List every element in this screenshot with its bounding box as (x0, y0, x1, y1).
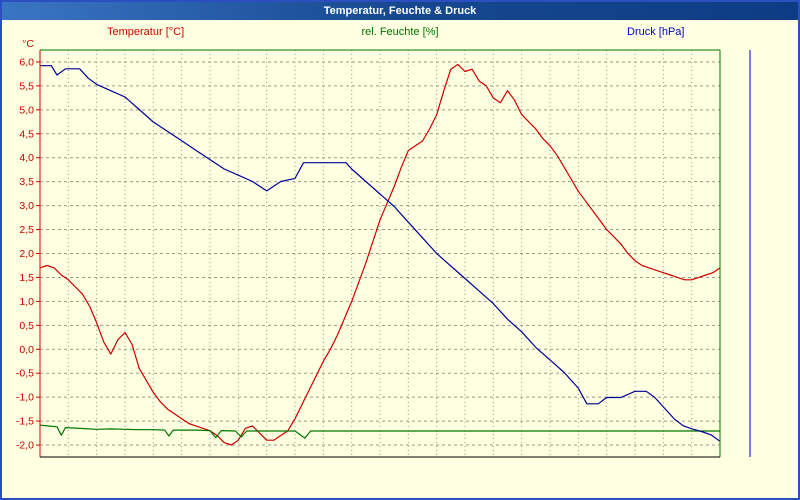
temperature-axis: 6,0 5,5 5,0 4,5 4,0 3,5 3,0 2,5 2,0 1,5 1,0 0,5 0,0 -… (16, 40, 40, 452)
svg-text:5,0: 5,0 (19, 104, 34, 116)
svg-text:3,5: 3,5 (19, 176, 34, 188)
svg-text:1,5: 1,5 (19, 272, 34, 284)
window-title: Temperatur, Feuchte & Druck (323, 5, 477, 17)
svg-text:1,0: 1,0 (19, 296, 34, 308)
svg-text:-2,0: -2,0 (16, 440, 34, 452)
svg-text:5,5: 5,5 (19, 80, 34, 92)
svg-text:-1,0: -1,0 (16, 392, 34, 404)
humidity-line (39, 424, 720, 439)
chart-canvas: 6,0 5,5 5,0 4,5 4,0 3,5 3,0 2,5 2,0 1,5 1,0 0,5 0,0 -… (16, 40, 751, 458)
pressure-axis-title: Druck [hPa] (627, 26, 685, 38)
svg-text:4,0: 4,0 (19, 152, 34, 164)
humidity-axis-title: rel. Feuchte [%] (361, 26, 439, 38)
svg-text:0,5: 0,5 (19, 320, 34, 332)
svg-text:2,0: 2,0 (19, 248, 34, 260)
svg-text:3,0: 3,0 (19, 200, 34, 212)
axis-legend-row: Temperatur [°C] rel. Feuchte [%] Druck [… (2, 24, 798, 40)
svg-text:2,5: 2,5 (19, 224, 34, 236)
svg-text:°C: °C (22, 40, 34, 50)
svg-text:6,0: 6,0 (19, 56, 34, 68)
svg-text:-1,5: -1,5 (16, 416, 34, 428)
svg-text:4,5: 4,5 (19, 128, 34, 140)
pressure-line (40, 65, 721, 442)
temperature-axis-title: Temperatur [°C] (107, 26, 185, 38)
svg-text:0,0: 0,0 (19, 344, 34, 356)
temperature-line (39, 63, 721, 446)
window-titlebar[interactable]: Temperatur, Feuchte & Druck (2, 2, 798, 20)
svg-text:-0,5: -0,5 (16, 368, 34, 380)
